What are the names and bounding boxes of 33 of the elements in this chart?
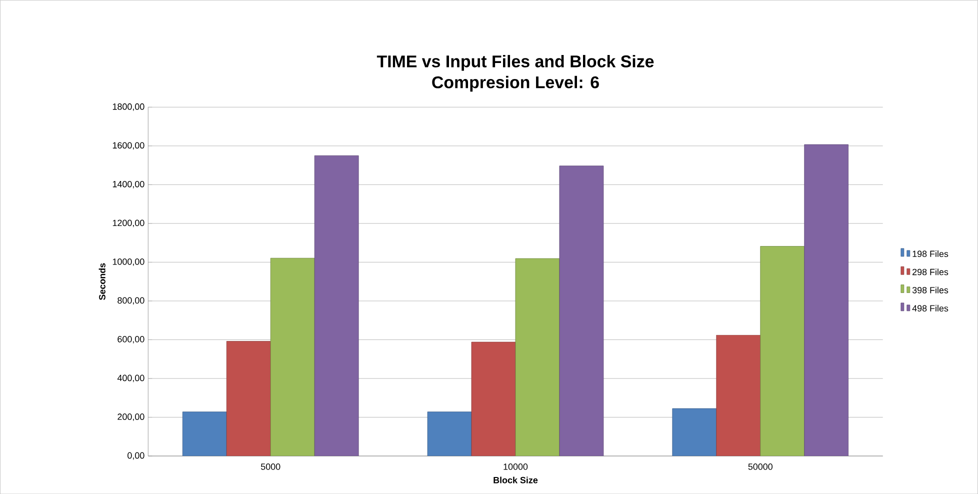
bar	[559, 166, 604, 456]
bar	[471, 342, 516, 456]
y-tick-label: 1200,00	[112, 220, 144, 228]
bar	[515, 258, 560, 456]
bar	[270, 258, 315, 456]
x-tick-label: 5000	[260, 463, 280, 470]
bar	[182, 412, 227, 456]
y-tick-label: 600,00	[118, 336, 144, 344]
legend-label: 498 Files	[912, 304, 948, 312]
chart-subtitle: Compresion Level: 6	[432, 76, 599, 92]
y-tick-label: 1600,00	[112, 142, 144, 150]
bar	[716, 334, 761, 456]
y-tick-label: 400,00	[117, 374, 144, 382]
bar	[427, 412, 472, 456]
y-tick-label: 1400,00	[112, 180, 144, 188]
legend-label: 298 Files	[912, 268, 948, 276]
chart-title: TIME vs Input Files and Block Size	[376, 54, 654, 71]
legend-label: 198 Files	[912, 250, 948, 257]
x-tick-label: 50000	[748, 463, 773, 470]
bar	[672, 408, 717, 456]
bar	[314, 155, 359, 456]
y-tick-label: 1800,00	[112, 103, 144, 111]
y-tick-label: 1000,00	[112, 258, 144, 266]
y-tick-label: 0,00	[128, 452, 144, 460]
bar	[226, 340, 271, 456]
x-axis-title: Block Size	[494, 476, 538, 484]
x-tick-label: 10000	[504, 463, 528, 470]
y-tick-label: 200,00	[118, 413, 144, 421]
legend-label: 398 Files	[912, 286, 948, 294]
y-tick-label: 800,00	[118, 297, 144, 305]
bar	[760, 246, 805, 456]
y-axis-title: Seconds	[98, 263, 106, 300]
bar	[804, 144, 849, 456]
